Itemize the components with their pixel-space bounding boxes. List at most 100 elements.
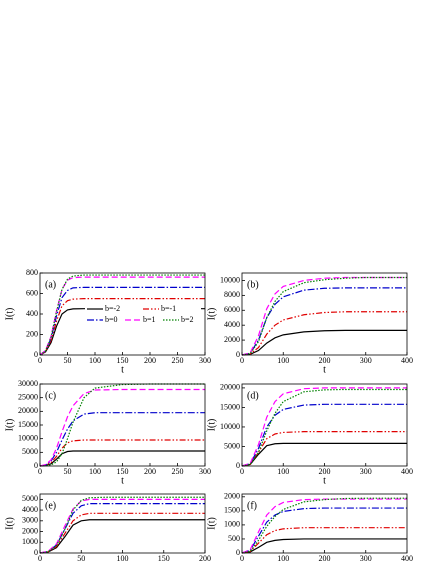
series-line: [241, 497, 407, 554]
series-line: [39, 503, 205, 554]
panel-label: (a): [45, 279, 56, 290]
legend-label: b=1: [143, 315, 156, 324]
y-axis-label: I(t): [206, 308, 217, 321]
legend-box: [85, 303, 201, 327]
x-tick-label: 200: [144, 356, 156, 365]
x-tick-label: 0: [38, 467, 42, 476]
y-tick-label: 10000: [18, 433, 38, 442]
plot-frame: [241, 493, 408, 554]
x-axis-label: t: [121, 562, 124, 564]
x-axis-label: t: [323, 364, 326, 375]
x-tick-label: 200: [319, 554, 331, 563]
y-tick-label: 2000: [224, 335, 240, 344]
y-tick-label: 2000: [224, 492, 240, 501]
x-tick-label: 300: [360, 467, 372, 476]
x-tick-label: 400: [401, 467, 413, 476]
panel-label: (d): [247, 390, 259, 401]
x-tick-label: 200: [144, 467, 156, 476]
x-tick-label: 0: [240, 554, 244, 563]
y-tick-label: 0: [34, 461, 38, 470]
legend-label: b=2: [181, 315, 194, 324]
series-line: [39, 274, 205, 356]
series-line: [39, 519, 205, 554]
y-tick-label: 25000: [18, 392, 38, 401]
plot-frame: [39, 493, 206, 554]
x-axis-label: t: [323, 475, 326, 486]
x-tick-label: 50: [77, 554, 85, 563]
x-tick-label: 200: [319, 467, 331, 476]
y-axis-label: I(t): [206, 517, 217, 530]
x-tick-label: 100: [117, 554, 129, 563]
y-tick-label: 10000: [220, 422, 240, 431]
x-tick-label: 400: [401, 356, 413, 365]
y-tick-label: 4000: [22, 505, 38, 514]
y-tick-label: 1500: [224, 506, 240, 515]
y-tick-label: 15000: [220, 402, 240, 411]
plot-frame: [241, 383, 408, 467]
y-tick-label: 6000: [224, 305, 240, 314]
series-line: [241, 311, 407, 356]
x-axis-label: t: [121, 364, 124, 375]
series-line: [241, 329, 407, 356]
series-line: [39, 450, 205, 467]
series-line: [39, 439, 205, 467]
series-line: [241, 276, 407, 356]
y-tick-label: 500: [228, 534, 240, 543]
x-tick-label: 150: [117, 467, 129, 476]
x-tick-label: 300: [199, 356, 211, 365]
legend-label: b=-1: [161, 304, 176, 313]
x-tick-label: 0: [240, 356, 244, 365]
x-tick-label: 50: [64, 467, 72, 476]
y-tick-label: 0: [236, 461, 240, 470]
series-line: [241, 538, 407, 554]
series-line: [241, 388, 407, 467]
x-tick-label: 100: [277, 467, 289, 476]
y-tick-label: 8000: [224, 290, 240, 299]
y-tick-label: 20000: [220, 383, 240, 392]
y-axis-label: I(t): [4, 308, 15, 321]
x-tick-label: 100: [89, 467, 101, 476]
y-tick-label: 30000: [18, 379, 38, 388]
panel-label: (e): [45, 500, 56, 511]
x-tick-label: 250: [172, 467, 184, 476]
y-tick-label: 2000: [22, 526, 38, 535]
x-axis-label: t: [121, 475, 124, 486]
x-tick-label: 150: [117, 356, 129, 365]
y-tick-label: 0: [34, 350, 38, 359]
panel-label: (f): [247, 500, 257, 511]
y-tick-label: 200: [26, 329, 38, 338]
x-tick-label: 100: [277, 554, 289, 563]
series-line: [241, 287, 407, 356]
y-tick-label: 1000: [224, 520, 240, 529]
panel-label: (b): [247, 279, 259, 290]
x-tick-label: 300: [360, 554, 372, 563]
series-line: [241, 507, 407, 554]
series-line: [39, 388, 205, 467]
y-tick-label: 4000: [224, 320, 240, 329]
x-tick-label: 200: [319, 356, 331, 365]
y-tick-label: 20000: [18, 406, 38, 415]
y-tick-label: 0: [34, 548, 38, 557]
y-tick-label: 10000: [220, 275, 240, 284]
x-tick-label: 300: [199, 467, 211, 476]
panel-label: (c): [45, 390, 56, 401]
x-tick-label: 50: [64, 356, 72, 365]
legend-label: b=0: [105, 315, 118, 324]
series-line: [39, 512, 205, 554]
series-line: [241, 527, 407, 554]
series-line: [241, 387, 407, 467]
series-line: [39, 496, 205, 554]
y-tick-label: 800: [26, 268, 38, 277]
series-line: [39, 412, 205, 467]
series-line: [241, 276, 407, 356]
series-line: [39, 286, 205, 356]
y-tick-label: 0: [236, 350, 240, 359]
y-tick-label: 5000: [22, 447, 38, 456]
y-tick-label: 3000: [22, 516, 38, 525]
x-tick-label: 250: [172, 356, 184, 365]
y-axis-label: I(t): [4, 419, 15, 432]
x-tick-label: 0: [38, 356, 42, 365]
y-tick-label: 5000: [224, 441, 240, 450]
x-tick-label: 100: [89, 356, 101, 365]
